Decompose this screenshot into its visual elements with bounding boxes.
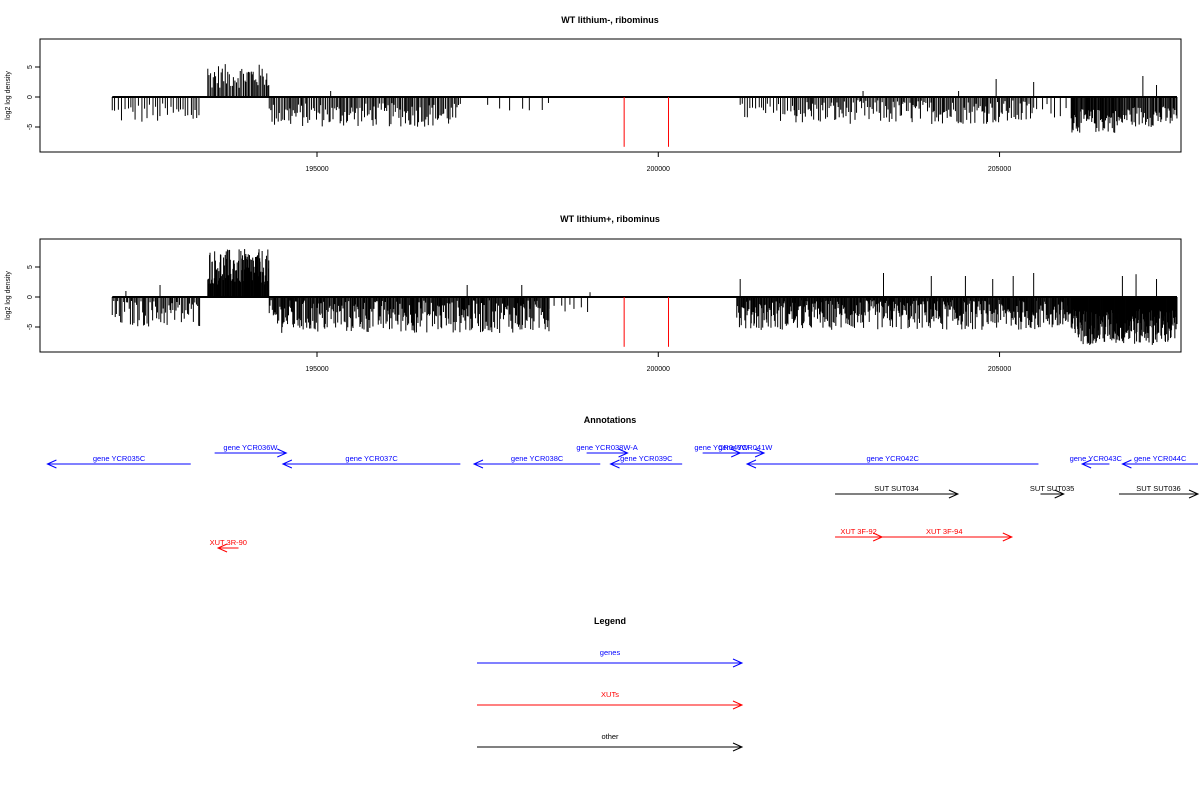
feature-label: XUT 3F-94 [926,527,963,536]
y-axis-label: log2 log density [5,271,12,320]
y-tick-label: 5 [27,265,34,269]
arrowhead [618,448,629,458]
x-tick-label: 195000 [305,366,328,373]
plot-frame [39,238,1182,353]
x-tick-label: 195000 [305,166,328,173]
feature-other: SUT SUT036 [1118,484,1200,499]
arrowhead [216,543,228,553]
arrowhead [1080,459,1092,469]
feature-gene: gene YCR043C [1070,454,1123,469]
feature-xut: XUT 3F-94 [876,527,1014,542]
x-tick-label: 205000 [988,166,1011,173]
feature-label: gene YCR044C [1134,454,1187,463]
annotations-title: Annotations [584,415,637,425]
y-axis-label: log2 log density [5,71,12,120]
legend-item-xut: XUTs [477,690,744,710]
feature-label: SUT SUT035 [1030,484,1074,493]
arrowhead [754,448,766,458]
coverage-bars [111,249,1178,345]
x-tick-label: 200000 [647,166,670,173]
y-tick-label: -5 [27,124,34,130]
legend-label: genes [600,648,621,657]
coverage-panel-lithium-minus: WT lithium-, ribominus log2 log density -5… [5,15,1182,173]
feature-other: SUT SUT034 [835,484,960,499]
arrowhead [732,700,744,710]
feature-label: SUT SUT034 [874,484,918,493]
arrowhead [281,459,293,469]
feature-label: gene YCR040W [694,443,749,452]
coverage-bars [111,64,1178,133]
arrowhead [1054,489,1065,499]
panel-title: WT lithium-, ribominus [561,15,659,25]
arrowhead [46,459,57,469]
feature-gene: gene YCR037C [281,454,461,469]
feature-label: gene YCR042C [867,454,920,463]
feature-label: gene YCR043C [1070,454,1123,463]
feature-gene: gene YCR044C [1121,454,1198,469]
feature-label: SUT SUT036 [1136,484,1180,493]
legend-item-other: other [477,732,744,752]
feature-label: XUT 3F-92 [840,527,877,536]
y-tick-label: 5 [27,65,34,69]
feature-gene: gene YCR035C [46,454,191,469]
feature-other: SUT SUT035 [1030,484,1074,499]
y-tick-label: 0 [27,295,34,299]
feature-label: gene YCR039C [620,454,673,463]
feature-xut: XUT 3F-92 [835,527,884,542]
feature-label: gene YCR037C [345,454,398,463]
annotation-track: Annotations gene YCR035C gene YCR036W gene… [46,415,1200,553]
plot-frame [39,38,1182,153]
arrowhead [1188,489,1200,499]
arrowhead [948,489,960,499]
arrowhead [1002,532,1014,542]
legend-title: Legend [594,616,626,626]
feature-label: gene YCR041W [718,443,773,452]
feature-gene: gene YCR041W [718,443,773,458]
feature-label: gene YCR038W-A [576,443,637,452]
feature-label: XUT 3R-90 [210,538,247,547]
feature-gene: gene YCR038W-A [576,443,638,458]
feature-label: gene YCR036W [223,443,278,452]
panel-title: WT lithium+, ribominus [560,214,660,224]
legend-label: other [601,732,619,741]
legend-item-gene: genes [477,648,744,668]
y-tick-label: -5 [27,324,34,330]
x-tick-label: 205000 [988,366,1011,373]
feature-gene: gene YCR038C [472,454,601,469]
x-tick-label: 200000 [647,366,670,373]
feature-gene: gene YCR039C [609,454,683,469]
arrowhead [277,448,288,458]
arrowhead [472,459,484,469]
arrowhead [732,742,744,752]
y-tick-label: 0 [27,95,34,99]
arrowhead [609,459,620,469]
arrowhead [1121,459,1132,469]
arrowhead [732,658,744,668]
feature-gene: gene YCR042C [745,454,1039,469]
feature-label: gene YCR035C [93,454,146,463]
feature-xut: XUT 3R-90 [210,538,247,553]
legend-label: XUTs [601,690,619,699]
arrowhead [745,459,757,469]
legend: Legend genes XUTs other [477,616,744,752]
feature-label: gene YCR038C [511,454,564,463]
feature-gene: gene YCR036W [214,443,288,458]
coverage-panel-lithium-plus: WT lithium+, ribominus log2 log density -5… [5,214,1182,373]
